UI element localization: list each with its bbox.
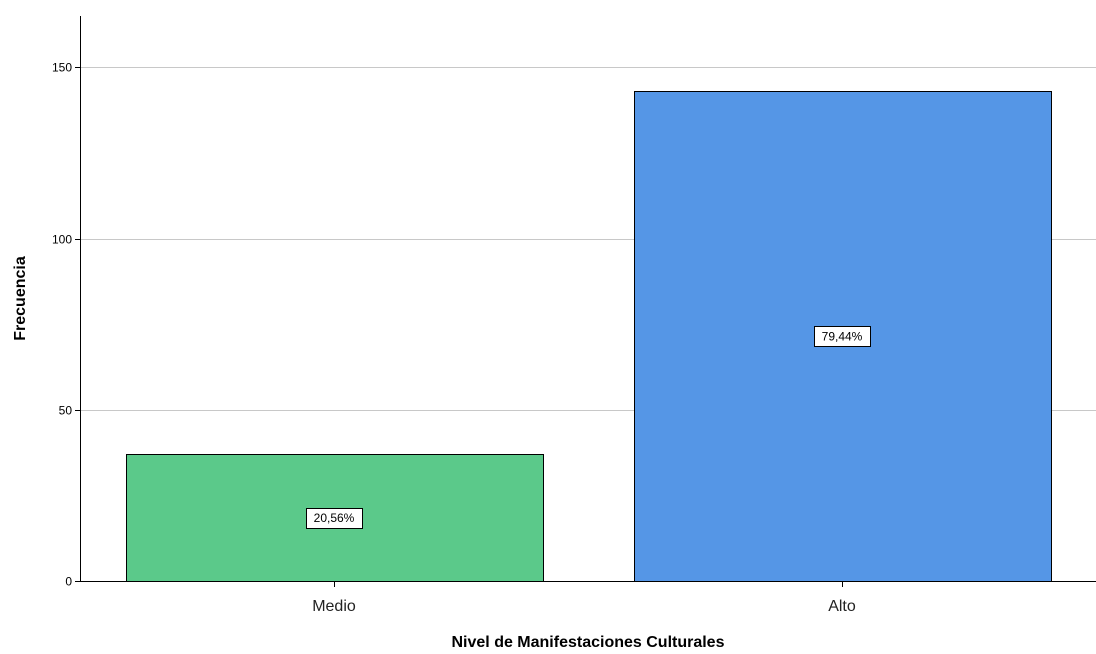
y-tick-label-0: 0 [65, 575, 72, 589]
x-tick-labels: Medio Alto [312, 581, 856, 615]
x-axis-title: Nivel de Manifestaciones Culturales [452, 634, 725, 651]
y-tick-label-100: 100 [52, 233, 72, 247]
y-axis-title: Frecuencia [12, 256, 29, 341]
y-tick-label-50: 50 [59, 404, 73, 418]
x-tick-label-alto: Alto [828, 598, 856, 615]
axes [80, 16, 1096, 582]
data-label-alto: 79,44% [814, 326, 871, 347]
data-label-medio: 20,56% [306, 508, 363, 529]
x-tick-label-medio: Medio [312, 598, 356, 615]
y-tick-labels: 0 50 100 150 [52, 61, 80, 589]
bars [126, 91, 1052, 582]
y-tick-label-150: 150 [52, 61, 72, 75]
data-label-text-medio: 20,56% [314, 511, 355, 525]
data-label-box-medio [306, 508, 363, 529]
data-labels: 20,56% 79,44% [306, 326, 871, 529]
data-label-text-alto: 79,44% [822, 329, 863, 343]
data-label-box-alto [814, 326, 871, 347]
